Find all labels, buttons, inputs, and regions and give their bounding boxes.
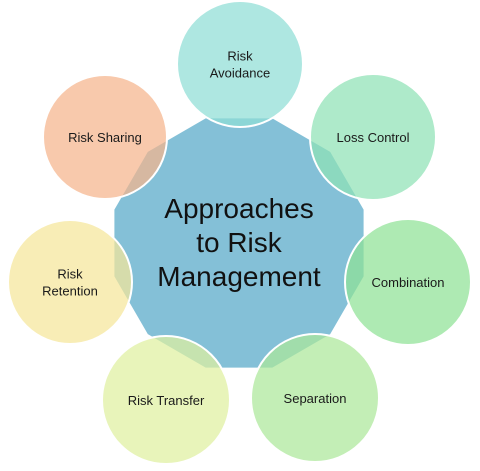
risk-retention-label: Retention xyxy=(42,284,98,299)
risk-transfer-label: Risk Transfer xyxy=(128,393,205,408)
combination-circle xyxy=(344,218,472,346)
center-label-line: Approaches xyxy=(164,193,313,224)
risk-sharing-label: Risk Sharing xyxy=(68,130,142,145)
separation-circle xyxy=(250,333,380,463)
combination-label: Combination xyxy=(372,275,445,290)
risk-avoidance-label: Risk xyxy=(227,49,253,64)
risk-retention-circle xyxy=(7,219,133,345)
loss-control-label: Loss Control xyxy=(337,130,410,145)
center-label-line: to Risk xyxy=(196,227,283,258)
risk-retention-label: Risk xyxy=(57,267,83,282)
risk-avoidance-label: Avoidance xyxy=(210,66,270,81)
center-label-line: Management xyxy=(157,261,321,292)
separation-label: Separation xyxy=(284,391,347,406)
loss-control-circle xyxy=(309,73,437,201)
risk-sharing-circle xyxy=(42,74,168,200)
risk-avoidance-circle xyxy=(176,0,304,128)
risk-transfer-circle xyxy=(101,335,231,465)
